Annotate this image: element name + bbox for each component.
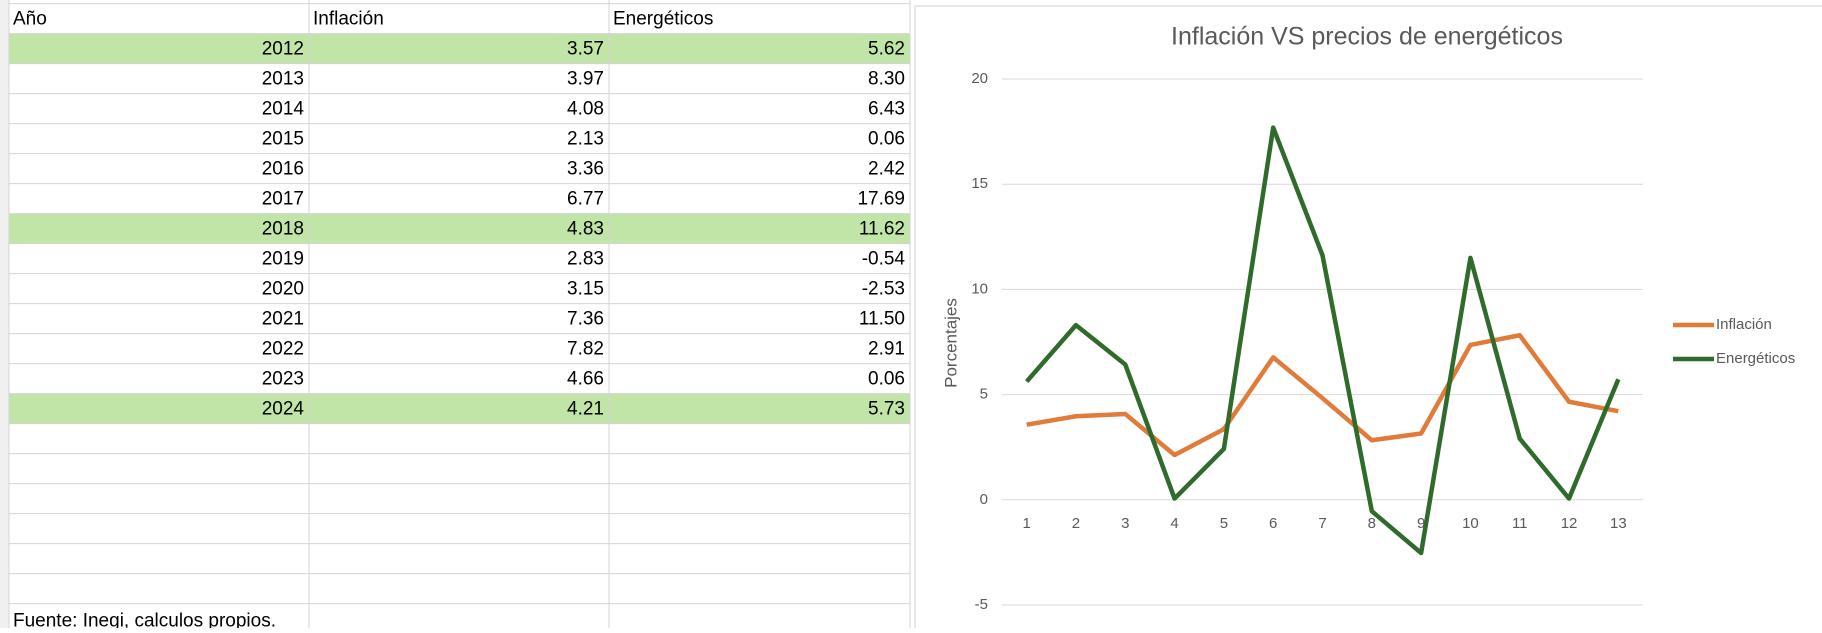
table-cell: 2.91 (868, 339, 905, 360)
x-tick-label: 4 (1170, 515, 1178, 532)
table-cell: -0.54 (862, 249, 906, 270)
highlight-row (9, 33, 910, 64)
table-cell: 2014 (262, 99, 305, 120)
table-cell: 2.83 (567, 249, 604, 270)
table-cell: 2022 (262, 339, 304, 360)
legend-label: Inflación (1716, 316, 1772, 333)
y-tick-label: -5 (975, 596, 988, 613)
table-cell: 11.62 (859, 219, 905, 240)
table-cell: 6.77 (567, 189, 604, 210)
table-cell: 8.30 (868, 69, 905, 90)
table-cell: 3.36 (567, 159, 604, 180)
series-line (1024, 125, 1621, 556)
x-tick-label: 12 (1561, 515, 1578, 532)
table-cell: 4.08 (567, 99, 604, 120)
x-tick-label: 13 (1610, 515, 1627, 532)
table-cell: 7.36 (567, 309, 604, 330)
header-cell: Inflación (313, 9, 384, 30)
y-axis-title: Porcentajes (941, 298, 960, 388)
table-cell: 5.73 (868, 399, 905, 420)
highlight-row (9, 213, 910, 244)
table-cell: -2.53 (862, 279, 905, 300)
x-tick-label: 8 (1368, 515, 1376, 532)
chart-frame (914, 5, 1822, 633)
table-cell: 11.50 (859, 309, 905, 330)
table-cell: 2016 (262, 159, 304, 180)
table-cell: 2020 (262, 279, 304, 300)
table-cell: 2013 (262, 69, 304, 90)
y-tick-label: 5 (980, 386, 988, 403)
table-cell: 17.69 (857, 189, 905, 210)
x-tick-label: 3 (1121, 515, 1129, 532)
x-tick-label: 10 (1462, 515, 1479, 532)
header-cell: Año (13, 9, 47, 30)
x-tick-label: 6 (1269, 515, 1277, 532)
header-cell: Energéticos (613, 9, 713, 30)
legend-label: Energéticos (1716, 350, 1795, 367)
row-header-strip (0, 0, 9, 628)
table-cell: 2021 (262, 309, 304, 330)
table-cell: 2.42 (868, 159, 905, 180)
table-cell: 2017 (262, 189, 304, 210)
table-cell: 2024 (262, 399, 305, 420)
table-cell: 3.97 (567, 69, 604, 90)
y-tick-label: 10 (971, 280, 988, 297)
table-cell: 2023 (262, 369, 304, 390)
x-tick-label: 2 (1072, 515, 1080, 532)
table-cell: 4.21 (567, 399, 604, 420)
chart-title: Inflación VS precios de energéticos (1171, 23, 1563, 51)
y-tick-label: 20 (971, 70, 988, 87)
x-tick-label: 11 (1512, 515, 1528, 532)
x-tick-label: 1 (1022, 515, 1030, 532)
table-cell: 4.66 (567, 369, 604, 390)
table-cell: 0.06 (868, 129, 905, 150)
x-tick-label: 5 (1220, 515, 1228, 532)
y-tick-label: 15 (971, 175, 988, 192)
footer-note: Fuente: Inegi, calculos propios. (13, 611, 276, 628)
table-cell: 2.13 (567, 129, 604, 150)
table-cell: 2012 (262, 39, 304, 60)
highlight-row (9, 393, 910, 424)
x-tick-label: 9 (1417, 515, 1425, 532)
table-cell: 6.43 (868, 99, 905, 120)
table-cell: 5.62 (868, 39, 905, 60)
x-tick-label: 7 (1318, 515, 1326, 532)
table-cell: 7.82 (567, 339, 604, 360)
table-cell: 2019 (262, 249, 304, 270)
table-cell: 0.06 (868, 369, 905, 390)
table-cell: 4.83 (567, 219, 604, 240)
table-cell: 2015 (262, 129, 304, 150)
table-cell: 3.15 (567, 279, 604, 300)
series-line (1026, 333, 1619, 458)
table-cell: 3.57 (567, 39, 604, 60)
y-tick-label: 0 (980, 491, 988, 508)
table-cell: 2018 (262, 219, 304, 240)
